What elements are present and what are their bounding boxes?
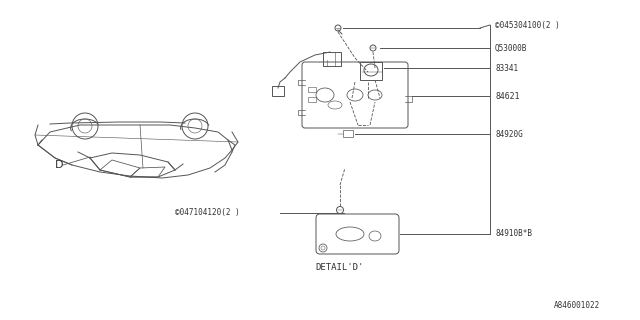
Text: 84621: 84621 <box>495 92 520 100</box>
Bar <box>272 86 284 96</box>
Text: 84910B*B: 84910B*B <box>495 229 532 238</box>
Text: ©045304100(2 ): ©045304100(2 ) <box>495 20 560 29</box>
Bar <box>343 130 353 137</box>
Text: A846001022: A846001022 <box>554 300 600 309</box>
Text: Q53000B: Q53000B <box>495 44 527 52</box>
Bar <box>360 62 382 80</box>
Text: 84920G: 84920G <box>495 130 523 139</box>
Bar <box>308 97 316 102</box>
Text: DETAIL'D': DETAIL'D' <box>316 263 364 273</box>
Bar <box>323 52 341 66</box>
Bar <box>308 87 316 92</box>
Text: D: D <box>55 160 63 170</box>
Text: 83341: 83341 <box>495 63 518 73</box>
Text: ©047104120(2 ): ©047104120(2 ) <box>175 209 240 218</box>
